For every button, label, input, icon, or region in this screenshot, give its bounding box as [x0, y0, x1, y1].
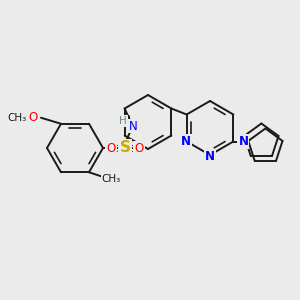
Text: N: N [238, 135, 248, 148]
Text: O: O [28, 111, 38, 124]
Text: S: S [119, 140, 130, 155]
Text: N: N [205, 151, 215, 164]
Text: H: H [119, 116, 127, 126]
Text: CH₃: CH₃ [8, 113, 27, 123]
Text: CH₃: CH₃ [101, 174, 121, 184]
Text: O: O [134, 142, 144, 154]
Text: N: N [181, 135, 190, 148]
Text: N: N [129, 119, 137, 133]
Text: O: O [106, 142, 116, 154]
